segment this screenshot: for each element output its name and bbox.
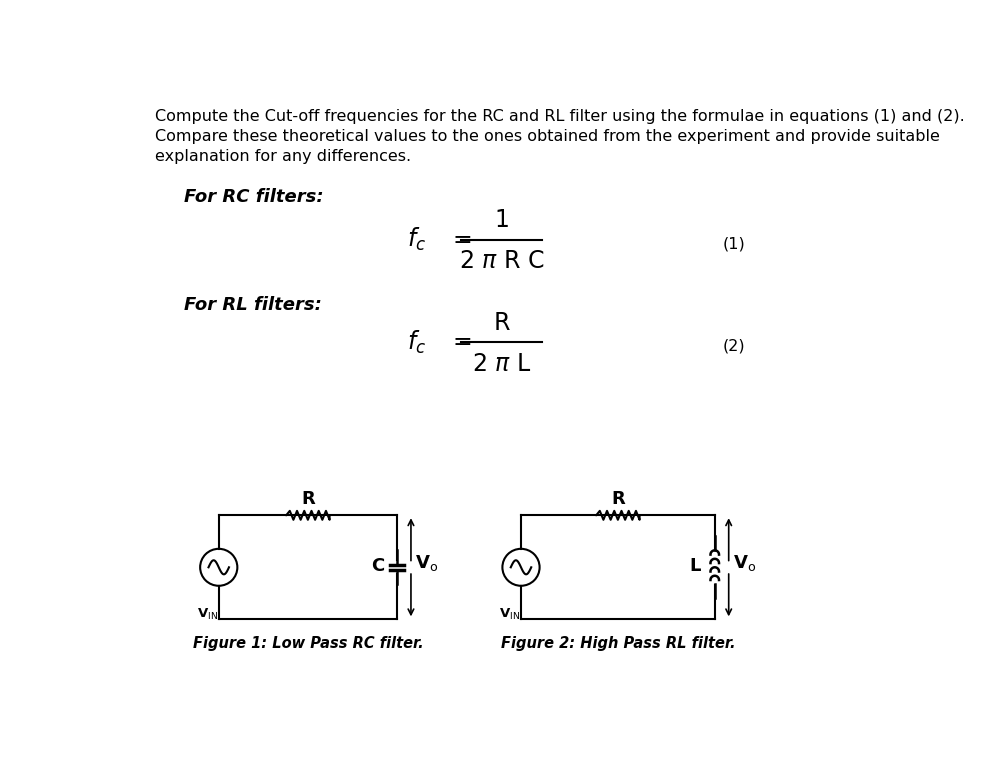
Text: f$_c$: f$_c$ [406,328,427,356]
Text: f$_c$: f$_c$ [406,226,427,254]
Text: R: R [493,311,510,335]
Text: =: = [453,228,473,251]
Text: V$_{\mathsf{IN}}$: V$_{\mathsf{IN}}$ [196,608,217,622]
Text: 2 $\pi$ L: 2 $\pi$ L [472,352,531,376]
Text: =: = [453,330,473,354]
Text: 1: 1 [494,209,509,233]
Text: V$_{\mathsf{o}}$: V$_{\mathsf{o}}$ [414,552,438,573]
Text: L: L [689,557,700,575]
Text: V$_{\mathsf{IN}}$: V$_{\mathsf{IN}}$ [499,608,520,622]
Text: For RL filters:: For RL filters: [184,296,322,314]
Text: Compare these theoretical values to the ones obtained from the experiment and pr: Compare these theoretical values to the … [155,129,940,144]
Text: C: C [371,557,384,575]
Text: (2): (2) [723,338,745,353]
Text: (1): (1) [722,236,745,251]
Text: Figure 2: High Pass RL filter.: Figure 2: High Pass RL filter. [501,636,735,651]
Text: V$_{\mathsf{o}}$: V$_{\mathsf{o}}$ [732,552,756,573]
Text: R: R [301,489,315,507]
Text: explanation for any differences.: explanation for any differences. [155,149,411,164]
Text: R: R [611,489,625,507]
Text: 2 $\pi$ R C: 2 $\pi$ R C [459,249,544,273]
Text: For RC filters:: For RC filters: [184,188,324,206]
Text: Compute the Cut-off frequencies for the RC and RL filter using the formulae in e: Compute the Cut-off frequencies for the … [155,109,965,124]
Text: Figure 1: Low Pass RC filter.: Figure 1: Low Pass RC filter. [192,636,424,651]
